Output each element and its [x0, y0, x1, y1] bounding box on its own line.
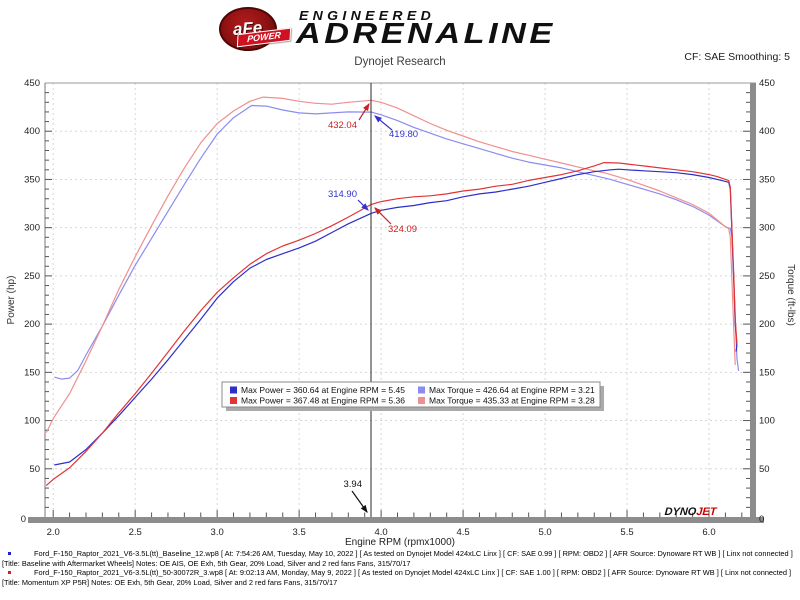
dynojet-watermark-dyno: DYNO [664, 506, 697, 518]
run-info-text: Ford_F-150_Raptor_2021_V6-3.5L(tt)_50-30… [2, 568, 792, 588]
y-tick-label-left: 250 [24, 271, 40, 282]
annotation-red-torque: 432.04 [328, 120, 357, 131]
annotation-blue-torque: 419.80 [389, 129, 418, 140]
x-tick-label: 4.5 [456, 527, 469, 538]
x-tick-label: 2.5 [129, 527, 142, 538]
run-info-text: Ford_F-150_Raptor_2021_V6-3.5L(tt)_Basel… [2, 549, 793, 568]
y-tick-label-left: 450 [24, 78, 40, 89]
page-title: Dynojet Research [354, 56, 446, 68]
annotation-arrow-blue-power [357, 199, 369, 211]
y-tick-label-left: 100 [24, 416, 40, 427]
annotation-arrow-cursor-rpm [351, 490, 368, 513]
y-tick-label-left: 400 [24, 126, 40, 137]
x-tick-label: 4.0 [374, 527, 387, 538]
power-intake-curve [45, 161, 738, 486]
legend-swatch-blue-power [230, 386, 237, 394]
legend: Max Power = 360.64 at Engine RPM = 5.45 … [221, 381, 604, 411]
annotation-cursor-rpm: 3.94 [344, 479, 363, 490]
gridlines [45, 83, 750, 517]
dynojet-watermark-jet: JET [696, 506, 718, 518]
axis-tick-labels: 2.0 2.5 3.0 3.5 4.0 4.5 5.0 5.5 6.0 50 50 100 100 150… [24, 78, 775, 538]
run-bullet-red [8, 571, 11, 575]
power-baseline-curve [54, 168, 738, 466]
y-tick-label-right: 400 [759, 126, 775, 137]
run-bullet-blue [8, 552, 11, 555]
y-tick-label-right: 150 [759, 367, 775, 378]
annotation-blue-power: 314.90 [328, 189, 357, 200]
y-tick-label-right: 50 [759, 464, 770, 475]
y-tick-label-left: 150 [24, 367, 40, 378]
y-tick-label-right: 300 [759, 223, 775, 234]
run-info-intake: Ford_F-150_Raptor_2021_V6-3.5L(tt)_50-30… [2, 568, 798, 587]
y-axis-title-left: Power (hp) [6, 276, 17, 325]
dynojet-watermark: DYNOJET [664, 506, 718, 518]
y-tick-label-left: 300 [24, 223, 40, 234]
legend-label-red-power: Max Power = 367.48 at Engine RPM = 5.36 [241, 396, 405, 406]
x-tick-label: 3.0 [211, 527, 224, 538]
smoothing-setting-label: CF: SAE Smoothing: 5 [684, 51, 790, 63]
y-tick-label-right: 200 [759, 319, 775, 330]
y-tick-label-right: 100 [759, 416, 775, 427]
legend-label-blue-power: Max Power = 360.64 at Engine RPM = 5.45 [241, 385, 405, 395]
axis-ticks [45, 92, 750, 517]
run-info-baseline: Ford_F-150_Raptor_2021_V6-3.5L(tt)_Basel… [2, 549, 798, 568]
annotation-arrow-red-torque [358, 102, 370, 121]
x-tick-label: 2.0 [47, 527, 60, 538]
y-tick-label-right: 250 [759, 271, 775, 282]
right-zero-label: 0 [759, 514, 764, 525]
dyno-chart: 2.0 2.5 3.0 3.5 4.0 4.5 5.0 5.5 6.0 50 50 100 100 150… [6, 78, 796, 548]
legend-swatch-red-torque [418, 397, 425, 404]
x-tick-label: 5.5 [620, 527, 633, 538]
left-zero-label: 0 [21, 514, 26, 525]
header: aFe POWER ENGINEERED ADRENALINE Dynojet … [0, 0, 800, 75]
y-tick-label-left: 350 [24, 174, 40, 185]
torque-baseline-curve [54, 104, 740, 380]
torque-intake-curve [45, 96, 736, 433]
brand-line-adrenaline: ADRENALINE [296, 18, 556, 50]
y-axis-title-right: Torque (ft-lbs) [785, 264, 796, 326]
legend-label-blue-torque: Max Torque = 426.64 at Engine RPM = 3.21 [429, 385, 595, 395]
x-tick-label: 3.5 [293, 527, 306, 538]
y-tick-label-left: 200 [24, 319, 40, 330]
legend-label-red-torque: Max Torque = 435.33 at Engine RPM = 3.28 [429, 396, 595, 406]
run-info-footer: Ford_F-150_Raptor_2021_V6-3.5L(tt)_Basel… [0, 549, 800, 588]
x-tick-label: 5.0 [538, 527, 551, 538]
axis-bottom-bar [28, 517, 764, 523]
annotation-arrow-blue-torque [374, 115, 393, 131]
legend-swatch-blue-torque [418, 386, 425, 394]
brand-line-engineered: ENGINEERED [299, 8, 436, 23]
annotation-red-power: 324.09 [388, 224, 417, 235]
y-tick-label-right: 350 [759, 174, 775, 185]
x-tick-label: 6.0 [702, 527, 715, 538]
x-axis-title: Engine RPM (rpmx1000) [345, 537, 455, 548]
y-tick-label-right: 450 [759, 78, 775, 89]
axis-right-bar [750, 83, 756, 523]
legend-box [221, 381, 601, 408]
y-tick-label-left: 50 [29, 464, 40, 475]
annotation-arrow-red-power [374, 207, 392, 225]
dyno-curves [45, 96, 740, 486]
legend-swatch-red-power [230, 397, 237, 404]
